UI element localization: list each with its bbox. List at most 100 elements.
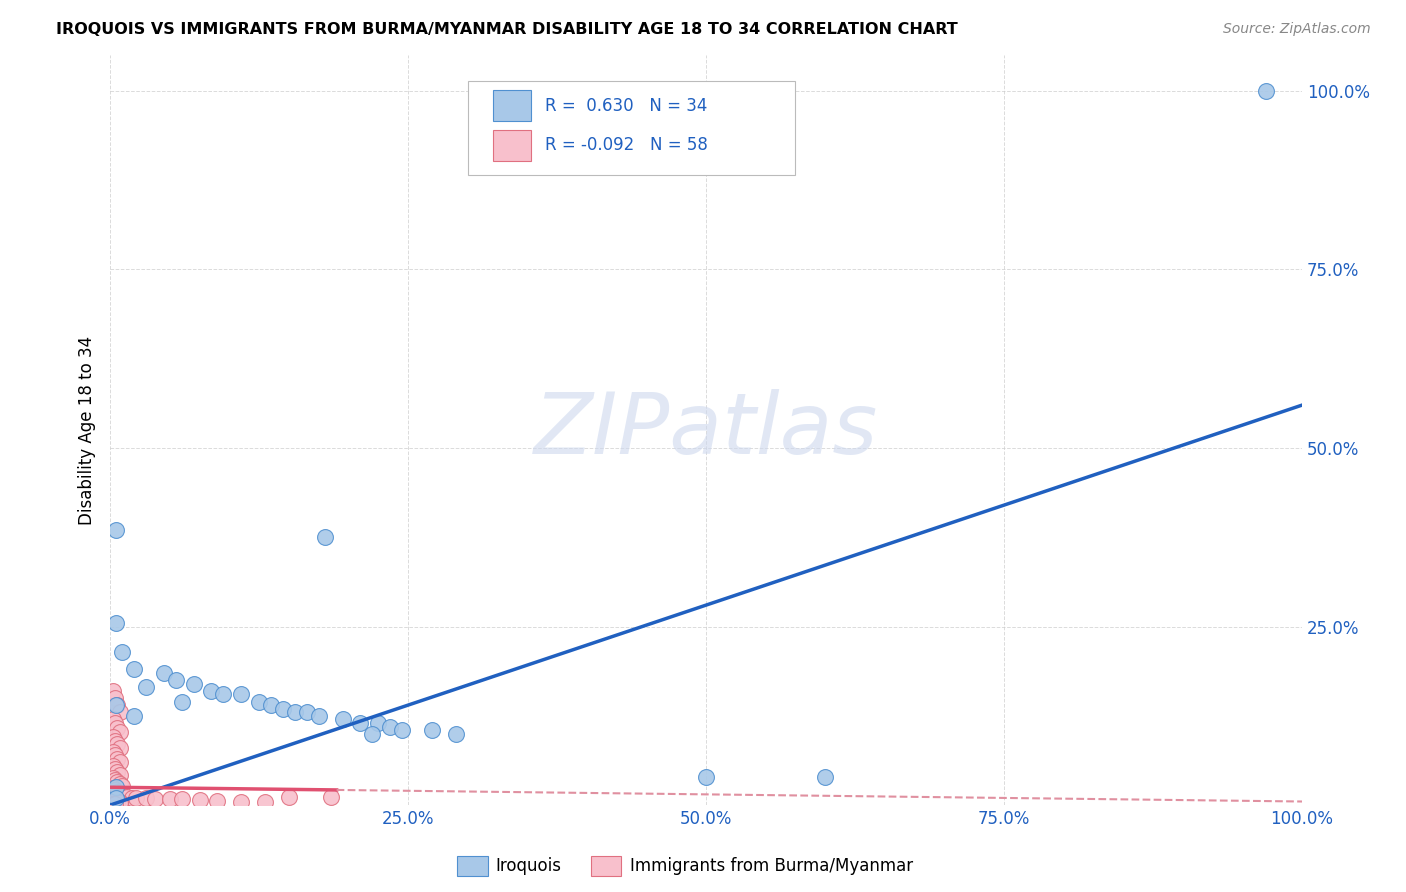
Point (314, 530, 336, 544)
Point (271, 701, 294, 715)
Point (1256, 84, 1278, 98)
Point (105, 780, 128, 795)
Point (105, 698, 128, 712)
Point (349, 715, 371, 730)
Point (278, 789, 301, 804)
Point (108, 705, 131, 719)
Point (152, 665, 174, 680)
Point (104, 763, 127, 777)
Point (101, 788, 124, 802)
Point (104, 715, 127, 730)
Point (108, 795, 131, 809)
Point (260, 698, 283, 712)
Point (247, 694, 270, 708)
Point (165, 673, 187, 687)
Point (105, 523, 128, 537)
Point (135, 680, 157, 694)
Point (122, 708, 145, 723)
Point (101, 712, 124, 726)
Point (101, 792, 124, 806)
Point (284, 705, 307, 719)
Text: IROQUOIS VS IMMIGRANTS FROM BURMA/MYANMAR DISABILITY AGE 18 TO 34 CORRELATION CH: IROQUOIS VS IMMIGRANTS FROM BURMA/MYANMA… (56, 22, 957, 37)
Point (111, 779, 134, 793)
Point (104, 690, 127, 705)
Point (101, 745, 124, 759)
Point (108, 790, 131, 805)
Point (105, 765, 128, 780)
Point (105, 615, 128, 630)
Point (444, 726, 467, 740)
Point (114, 790, 136, 805)
Point (319, 789, 342, 804)
Point (101, 795, 124, 809)
Y-axis label: Disability Age 18 to 34: Disability Age 18 to 34 (79, 335, 96, 524)
Bar (492, 129, 531, 161)
Point (125, 791, 148, 805)
Point (254, 795, 277, 809)
Point (101, 780, 124, 795)
Point (145, 791, 167, 805)
Point (122, 662, 145, 676)
Text: R = -0.092   N = 58: R = -0.092 N = 58 (546, 136, 709, 154)
Point (231, 795, 253, 809)
Point (108, 768, 131, 782)
Point (212, 687, 235, 701)
Point (332, 712, 354, 726)
Point (101, 771, 124, 785)
Text: Iroquois: Iroquois (495, 857, 561, 875)
Point (695, 770, 717, 784)
Point (367, 715, 389, 730)
Point (105, 796, 128, 810)
FancyBboxPatch shape (468, 81, 796, 175)
Text: R =  0.630   N = 34: R = 0.630 N = 34 (546, 96, 707, 114)
Point (104, 748, 127, 763)
Point (207, 794, 229, 808)
Point (105, 737, 128, 751)
Point (108, 796, 131, 810)
Point (183, 676, 205, 690)
Point (104, 733, 127, 747)
Point (104, 783, 127, 797)
Point (188, 793, 211, 807)
Point (111, 790, 134, 805)
Point (105, 791, 128, 805)
Point (308, 708, 330, 723)
Point (104, 773, 127, 788)
Point (121, 791, 143, 805)
Point (104, 797, 127, 812)
Point (101, 730, 124, 744)
Point (108, 740, 131, 755)
Point (105, 698, 128, 712)
Point (200, 683, 222, 698)
Point (101, 683, 124, 698)
Point (115, 790, 138, 805)
Point (814, 770, 837, 784)
Point (159, 791, 181, 805)
Point (231, 687, 253, 701)
Text: ZIPatlas: ZIPatlas (534, 389, 879, 472)
Bar (492, 90, 531, 121)
Point (108, 777, 131, 791)
Point (105, 790, 128, 805)
Point (108, 725, 131, 739)
Point (101, 759, 124, 773)
Text: Immigrants from Burma/Myanmar: Immigrants from Burma/Myanmar (630, 857, 912, 875)
Point (101, 797, 124, 812)
Point (170, 792, 193, 806)
Point (105, 784, 128, 798)
Point (104, 796, 127, 810)
Text: Source: ZipAtlas.com: Source: ZipAtlas.com (1223, 22, 1371, 37)
Point (105, 794, 128, 808)
Point (104, 789, 127, 803)
Point (105, 721, 128, 735)
Point (391, 723, 413, 737)
Point (361, 726, 384, 740)
Point (111, 644, 134, 658)
Point (105, 752, 128, 766)
Point (380, 719, 402, 733)
Point (108, 786, 131, 800)
Point (295, 705, 318, 719)
Point (108, 756, 131, 770)
Point (105, 775, 128, 789)
Point (170, 694, 193, 708)
